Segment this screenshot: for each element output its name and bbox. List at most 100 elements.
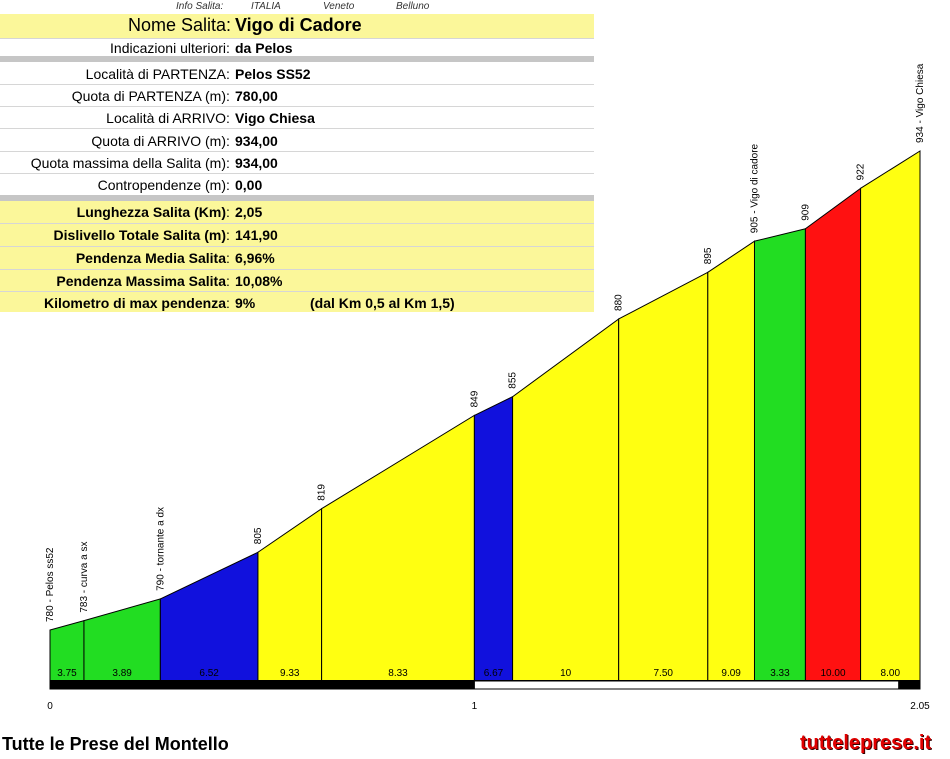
quota-arrivo-label: Quota di ARRIVO (m) (91, 133, 226, 149)
pendenza-media-label: Pendenza Media Salita (75, 250, 226, 266)
profile-segment (860, 150, 921, 682)
altitude-label: 934 - Vigo Chiesa (915, 63, 926, 143)
gradient-label: 3.33 (770, 668, 790, 679)
gradient-label: 6.52 (199, 668, 219, 679)
divider (0, 84, 594, 85)
row-localita-arrivo: Località di ARRIVO : Vigo Chiesa (0, 107, 594, 129)
altitude-labels: 780 - Pelos ss52 783 - curva a sx 790 - to… (45, 63, 926, 622)
profile-segments (49, 150, 921, 682)
gradient-labels: 3.75 3.89 6.52 9.33 8.33 6.67 10 7.50 9.09 3.33 10… (57, 668, 900, 679)
indicazioni-label: Indicazioni ulteriori (110, 40, 226, 56)
altitude-label: 905 - Vigo di cadore (749, 143, 760, 233)
country-label: ITALIA (251, 1, 281, 12)
row-quota-massima: Quota massima della Salita (m) : 934,00 (0, 152, 594, 174)
quota-partenza-label: Quota di PARTENZA (m) (71, 88, 226, 104)
altitude-label: 895 (703, 247, 714, 264)
pendenza-media-value: 6,96% (235, 250, 275, 266)
row-dislivello: Dislivello Totale Salita (m) : 141,90 (0, 224, 594, 246)
km-scale-segment (473, 680, 900, 690)
divider (0, 173, 594, 174)
row-pendenza-massima: Pendenza Massima Salita : 10,08% (0, 270, 594, 292)
km-max-pendenza-note: (dal Km 0,5 al Km 1,5) (310, 295, 455, 311)
profile-segment (804, 187, 862, 682)
localita-partenza-label: Località di PARTENZA (85, 66, 226, 82)
row-quota-arrivo: Quota di ARRIVO (m) : 934,00 (0, 130, 594, 152)
gradient-label: 8.33 (388, 668, 408, 679)
pendenza-massima-label: Pendenza Massima Salita (56, 273, 226, 289)
altitude-label: 849 (469, 390, 480, 407)
x-tick-label: 1 (472, 701, 478, 712)
contropendenze-value: 0,00 (235, 177, 263, 193)
profile-segment (321, 414, 475, 682)
separator: : (226, 273, 230, 289)
dislivello-value: 141,90 (235, 227, 278, 243)
quota-massima-value: 934,00 (235, 155, 278, 171)
altitude-label: 805 (253, 527, 264, 544)
indicazioni-value: da Pelos (235, 40, 293, 56)
brand-logo-text: Tutte le Prese del Montello (2, 734, 229, 754)
gradient-label: 6.67 (484, 668, 504, 679)
gradient-label: 9.09 (721, 668, 741, 679)
pendenza-massima-value: 10,08% (235, 273, 283, 289)
km-scale-segment (49, 680, 475, 690)
row-indicazioni: Indicazioni ulteriori : da Pelos (0, 37, 594, 59)
section-divider (0, 195, 594, 201)
divider (0, 106, 594, 107)
altitude-label: 783 - curva a sx (79, 542, 90, 613)
profile-segment (512, 317, 620, 682)
row-nome-salita: Nome Salita : Vigo di Cadore (0, 14, 594, 38)
profile-segment (473, 395, 514, 682)
km-max-pendenza-value: 9% (235, 295, 256, 311)
divider (0, 246, 594, 247)
altitude-label: 855 (508, 372, 519, 389)
x-tick-label: 2.05 (910, 701, 930, 712)
separator: : (226, 15, 232, 35)
profile-segment (159, 551, 259, 682)
altitude-label: 780 - Pelos ss52 (45, 547, 56, 622)
separator: : (226, 88, 230, 104)
row-contropendenze: Contropendenze (m) : 0,00 (0, 174, 594, 196)
km-max-pendenza-label: Kilometro di max pendenza (43, 295, 226, 311)
dislivello-label: Dislivello Totale Salita (m) (53, 227, 226, 243)
gradient-label: 10 (560, 668, 572, 679)
row-lunghezza: Lunghezza Salita (Km) : 2,05 (0, 201, 594, 223)
separator: : (226, 227, 230, 243)
divider (0, 291, 594, 292)
quota-arrivo-value: 934,00 (235, 133, 278, 149)
profile-segment (753, 228, 806, 682)
quota-partenza-value: 780,00 (235, 88, 278, 104)
divider (0, 151, 594, 152)
altitude-label: 790 - tornante a dx (155, 507, 166, 591)
separator: : (226, 177, 230, 193)
divider (0, 128, 594, 129)
separator: : (226, 40, 230, 56)
separator: : (226, 155, 230, 171)
divider (0, 38, 594, 39)
region-label: Veneto (323, 1, 355, 12)
profile-segment (707, 240, 755, 682)
km-scale-segment (898, 680, 921, 690)
province-label: Belluno (396, 1, 430, 12)
profile-segment (257, 507, 323, 682)
separator: : (226, 295, 230, 311)
altitude-label: 880 (614, 294, 625, 311)
row-km-max-pendenza: Kilometro di max pendenza : 9% (dal Km 0… (0, 292, 594, 312)
profile-segment (618, 271, 709, 682)
gradient-label: 9.33 (280, 668, 300, 679)
gradient-label: 8.00 (881, 668, 901, 679)
gradient-label: 7.50 (654, 668, 674, 679)
nome-salita-value: Vigo di Cadore (235, 15, 362, 35)
gradient-label: 3.89 (112, 668, 132, 679)
localita-partenza-value: Pelos SS52 (235, 66, 311, 82)
lunghezza-label: Lunghezza Salita (Km) (76, 204, 226, 220)
row-pendenza-media: Pendenza Media Salita : 6,96% (0, 247, 594, 269)
divider (0, 223, 594, 224)
separator: : (226, 133, 230, 149)
lunghezza-value: 2,05 (235, 204, 263, 220)
km-scale-bar (49, 680, 921, 690)
separator: : (226, 110, 230, 126)
nome-salita-label: Nome Salita (127, 15, 226, 35)
altitude-label: 819 (317, 484, 328, 501)
altitude-label: 909 (800, 204, 811, 221)
